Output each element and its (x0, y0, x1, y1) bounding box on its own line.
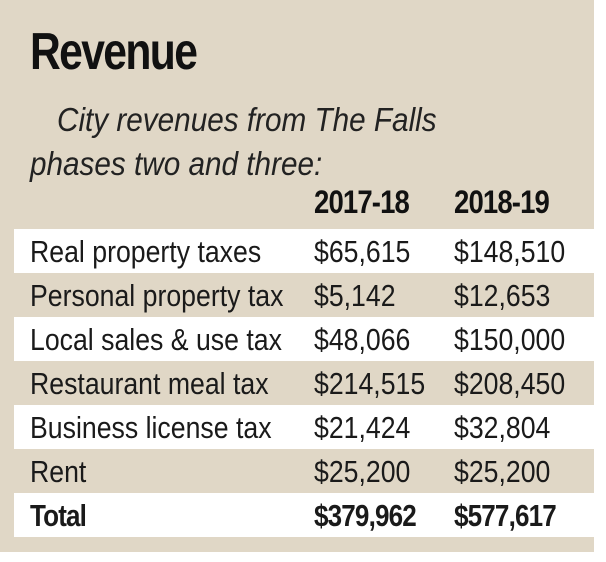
row-label: Business license tax (30, 410, 272, 445)
row-label: Restaurant meal tax (30, 366, 269, 401)
table-row-business-license-tax: Business license tax $21,424 $32,804 (14, 405, 594, 449)
revenue-table: Real property taxes $65,615 $148,510 Per… (14, 229, 594, 537)
table-row-personal-property-tax: Personal property tax $5,142 $12,653 (14, 273, 594, 317)
value-2017-18: $21,424 (314, 410, 411, 445)
row-label: Rent (30, 454, 87, 489)
value-2018-19: $148,510 (454, 234, 566, 269)
value-2017-18: $214,515 (314, 366, 426, 401)
table-subtitle: City revenues from The Falls phases two … (30, 101, 437, 182)
value-2017-18: $379,962 (314, 498, 417, 533)
value-2017-18: $48,066 (314, 322, 411, 357)
column-header-2018-19: 2018-19 (454, 184, 550, 220)
table-row-rent: Rent $25,200 $25,200 (14, 449, 594, 493)
table-row-real-property-taxes: Real property taxes $65,615 $148,510 (14, 229, 594, 273)
revenue-table-panel: Revenue City revenues from The Falls pha… (0, 0, 594, 552)
value-2017-18: $25,200 (314, 454, 411, 489)
row-label: Real property taxes (30, 234, 262, 269)
value-2018-19: $32,804 (454, 410, 551, 445)
row-label: Personal property tax (30, 278, 284, 313)
value-2018-19: $25,200 (454, 454, 551, 489)
value-2017-18: $5,142 (314, 278, 396, 313)
value-2018-19: $577,617 (454, 498, 557, 533)
table-row-local-sales-use-tax: Local sales & use tax $48,066 $150,000 (14, 317, 594, 361)
value-2018-19: $208,450 (454, 366, 566, 401)
column-header-2017-18: 2017-18 (314, 184, 410, 220)
value-2017-18: $65,615 (314, 234, 411, 269)
value-2018-19: $12,653 (454, 278, 551, 313)
row-label: Local sales & use tax (30, 322, 282, 357)
table-title: Revenue (30, 23, 198, 81)
table-row-restaurant-meal-tax: Restaurant meal tax $214,515 $208,450 (14, 361, 594, 405)
value-2018-19: $150,000 (454, 322, 566, 357)
table-row-total: Total $379,962 $577,617 (14, 493, 594, 537)
row-label: Total (30, 498, 87, 533)
